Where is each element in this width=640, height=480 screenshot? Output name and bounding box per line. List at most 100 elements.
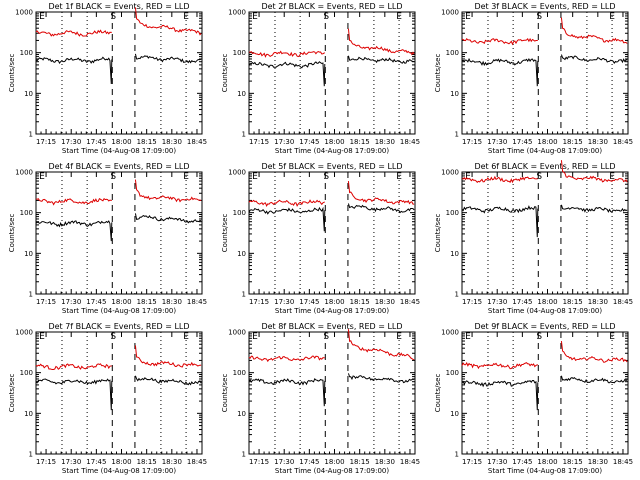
y-tick-label: 1000 [15, 169, 33, 177]
start-marker-label: S [323, 172, 329, 182]
events-series-line-pre [248, 377, 326, 407]
x-tick-label: 17:45 [86, 298, 106, 306]
chart-panel-6: Det 6f BLACK = Events, RED = LLD 1 10 100 10… [434, 160, 633, 315]
y-tick-label: 10 [24, 250, 33, 258]
x-tick-label: 18:00 [537, 458, 557, 466]
y-tick-label: 100 [20, 209, 33, 217]
events-series-line-post [560, 204, 628, 213]
y-axis-label: Counts/sec [434, 214, 442, 253]
end-marker-label-right: E [183, 12, 189, 22]
x-tick-label: 18:15 [137, 458, 157, 466]
panel-title: Det 8f BLACK = Events, RED = LLD [261, 322, 402, 331]
x-axis-label: Start Time (04-Aug-08 17:09:00) [275, 467, 389, 475]
y-tick-label: 1 [29, 451, 33, 459]
y-tick-label: 100 [20, 369, 33, 377]
y-tick-label: 1000 [228, 329, 246, 337]
y-axis-label: Counts/sec [8, 214, 16, 253]
x-tick-label: 18:30 [588, 458, 608, 466]
x-tick-label: 18:30 [375, 298, 395, 306]
x-tick-label: 18:45 [613, 138, 633, 146]
lld-series-line-pre [461, 175, 538, 184]
lld-series-line-post [560, 17, 628, 44]
plot-frame [35, 331, 203, 455]
end-marker-label-right: E [396, 172, 402, 182]
x-tick-label: 18:00 [324, 458, 344, 466]
lld-series-line-pre [461, 37, 538, 46]
x-tick-label: 17:30 [487, 138, 507, 146]
panel-title: Det 7f BLACK = Events, RED = LLD [48, 322, 189, 331]
x-tick-label: 18:45 [187, 298, 207, 306]
end-marker-label-right: E [183, 332, 189, 342]
x-axis-label: Start Time (04-Aug-08 17:09:00) [488, 307, 602, 315]
end-marker-label-left: E [465, 332, 471, 342]
y-tick-label: 1 [242, 291, 246, 299]
x-tick-label: 17:45 [86, 138, 106, 146]
y-axis-label: Counts/sec [434, 374, 442, 413]
y-tick-label: 10 [24, 410, 33, 418]
x-axis-label: Start Time (04-Aug-08 17:09:00) [488, 147, 602, 155]
x-tick-label: 17:45 [299, 458, 319, 466]
x-tick-label: 18:15 [137, 138, 157, 146]
y-axis-label: Counts/sec [8, 54, 16, 93]
start-marker-label: S [536, 332, 542, 342]
x-tick-label: 18:45 [187, 458, 207, 466]
plot-frame [248, 171, 416, 295]
lld-series-line-post [347, 28, 415, 56]
lld-series-line-pre [35, 29, 112, 37]
lld-series-line-post [134, 179, 202, 203]
x-tick-label: 17:45 [86, 458, 106, 466]
events-series-line-post [347, 55, 415, 64]
x-tick-label: 18:30 [162, 298, 182, 306]
x-tick-label: 17:45 [299, 298, 319, 306]
plot-frame [248, 11, 416, 135]
x-tick-label: 18:00 [537, 298, 557, 306]
panel-title: Det 6f BLACK = Events, RED = LLD [474, 162, 615, 171]
x-tick-label: 17:30 [487, 458, 507, 466]
end-marker-label-left: E [39, 332, 45, 342]
events-series-line-pre [461, 57, 539, 87]
y-tick-label: 1000 [441, 329, 459, 337]
lld-series-line-post [560, 341, 628, 363]
x-tick-label: 18:30 [588, 138, 608, 146]
x-tick-label: 17:30 [61, 138, 81, 146]
events-series-line-post [560, 375, 628, 384]
x-tick-label: 17:30 [274, 458, 294, 466]
y-axis-label: Counts/sec [434, 54, 442, 93]
end-marker-label-left: E [39, 172, 45, 182]
x-tick-label: 18:15 [350, 298, 370, 306]
y-tick-label: 10 [450, 250, 459, 258]
plot-frame [35, 171, 203, 295]
x-tick-label: 18:00 [111, 298, 131, 306]
lld-series-line-post [134, 7, 202, 36]
x-tick-label: 18:30 [162, 458, 182, 466]
y-tick-label: 100 [446, 209, 459, 217]
y-tick-label: 1000 [228, 169, 246, 177]
end-marker-label-left: E [252, 172, 258, 182]
start-marker-label: S [323, 12, 329, 22]
x-tick-label: 18:00 [111, 138, 131, 146]
y-tick-label: 1 [455, 291, 459, 299]
x-tick-label: 17:15 [462, 458, 482, 466]
lld-series-line-post [560, 160, 628, 183]
x-axis-label: Start Time (04-Aug-08 17:09:00) [62, 467, 176, 475]
x-tick-label: 18:45 [400, 458, 420, 466]
y-tick-label: 100 [20, 49, 33, 57]
y-tick-label: 1 [29, 291, 33, 299]
events-series-line-pre [35, 220, 113, 242]
y-tick-label: 10 [450, 410, 459, 418]
y-tick-label: 10 [237, 410, 246, 418]
y-tick-label: 1000 [441, 169, 459, 177]
chart-panel-8: Det 8f BLACK = Events, RED = LLD 1 10 100 10… [221, 322, 420, 475]
start-marker-label: S [536, 12, 542, 22]
start-marker-label: S [536, 172, 542, 182]
lld-series-line-pre [248, 199, 326, 208]
events-series-line-pre [35, 378, 113, 411]
panel-title: Det 3f BLACK = Events, RED = LLD [474, 2, 615, 11]
plot-frame [461, 331, 629, 455]
y-tick-label: 1 [242, 451, 246, 459]
x-tick-label: 17:15 [249, 138, 269, 146]
y-tick-label: 1000 [15, 9, 33, 17]
events-series-line-post [134, 213, 202, 224]
x-tick-label: 18:30 [375, 138, 395, 146]
